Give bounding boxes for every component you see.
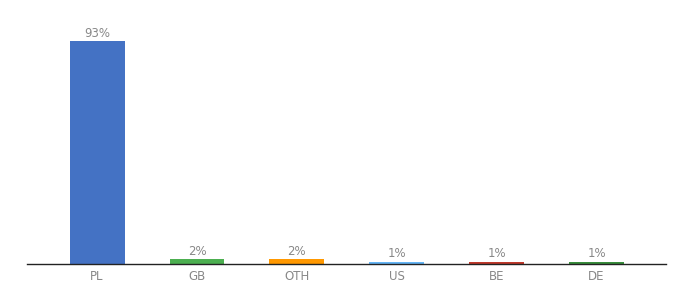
- Text: 2%: 2%: [288, 245, 306, 258]
- Text: 1%: 1%: [388, 248, 406, 260]
- Bar: [569, 262, 624, 264]
- Bar: [169, 259, 224, 264]
- Bar: [69, 41, 124, 264]
- Bar: [469, 262, 524, 264]
- Bar: [369, 262, 424, 264]
- Text: 93%: 93%: [84, 27, 110, 40]
- Text: 1%: 1%: [587, 248, 606, 260]
- Text: 2%: 2%: [188, 245, 206, 258]
- Text: 1%: 1%: [488, 248, 506, 260]
- Bar: [269, 259, 324, 264]
